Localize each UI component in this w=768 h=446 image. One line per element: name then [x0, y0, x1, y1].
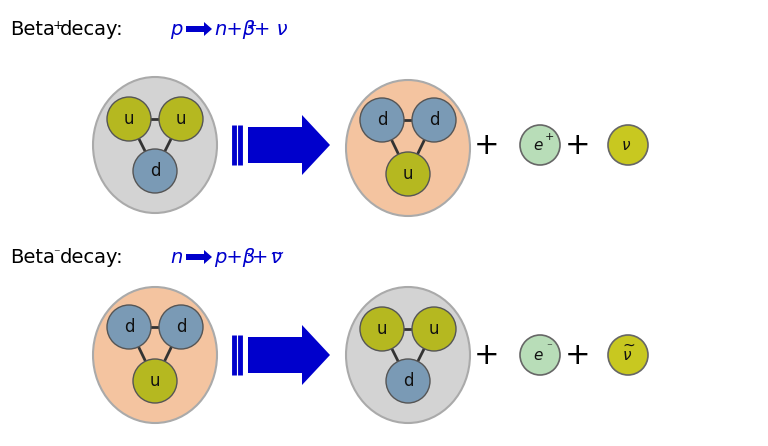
Text: -: - [245, 247, 250, 260]
Circle shape [107, 305, 151, 349]
Circle shape [412, 98, 456, 142]
Circle shape [386, 359, 430, 403]
Circle shape [608, 335, 648, 375]
Circle shape [133, 149, 177, 193]
Ellipse shape [93, 77, 217, 213]
Text: ν: ν [622, 139, 631, 153]
Text: +: + [565, 131, 591, 160]
Text: p+β: p+β [214, 248, 255, 267]
Text: e: e [533, 348, 543, 363]
Polygon shape [186, 250, 212, 264]
Text: d: d [124, 318, 134, 336]
Text: Beta: Beta [10, 20, 55, 39]
Circle shape [360, 98, 404, 142]
Polygon shape [248, 325, 330, 385]
Text: ~: ~ [269, 245, 284, 263]
Ellipse shape [93, 287, 217, 423]
Text: u: u [124, 110, 134, 128]
Text: +: + [474, 131, 500, 160]
Text: ⁻: ⁻ [546, 342, 552, 352]
Polygon shape [186, 22, 212, 36]
Circle shape [107, 97, 151, 141]
Polygon shape [248, 115, 330, 175]
Circle shape [159, 97, 203, 141]
Text: p: p [170, 20, 182, 39]
Text: d: d [402, 372, 413, 390]
Circle shape [520, 125, 560, 165]
Circle shape [520, 335, 560, 375]
Text: decay:: decay: [60, 20, 124, 39]
Text: +: + [53, 19, 64, 32]
Text: +: + [545, 132, 554, 142]
Text: +: + [474, 340, 500, 369]
Text: d: d [176, 318, 187, 336]
Text: + ν: + ν [254, 20, 287, 39]
Text: ν: ν [623, 348, 631, 363]
Circle shape [360, 307, 404, 351]
Text: u: u [402, 165, 413, 183]
Text: u: u [377, 320, 387, 338]
Text: n+β: n+β [214, 20, 255, 39]
Text: n: n [170, 248, 182, 267]
Text: +: + [252, 248, 268, 267]
Text: d: d [429, 111, 439, 129]
Circle shape [159, 305, 203, 349]
Text: d: d [377, 111, 387, 129]
Text: ~: ~ [623, 338, 635, 352]
Circle shape [412, 307, 456, 351]
Text: d: d [150, 162, 161, 180]
Text: +: + [247, 19, 257, 32]
Text: ⁻: ⁻ [53, 247, 60, 260]
Ellipse shape [346, 287, 470, 423]
Text: decay:: decay: [60, 248, 124, 267]
Text: ν: ν [270, 248, 281, 267]
Circle shape [386, 152, 430, 196]
Text: u: u [429, 320, 439, 338]
Text: e: e [533, 139, 543, 153]
Circle shape [608, 125, 648, 165]
Circle shape [133, 359, 177, 403]
Text: u: u [150, 372, 161, 390]
Ellipse shape [346, 80, 470, 216]
Text: +: + [565, 340, 591, 369]
Text: u: u [176, 110, 187, 128]
Text: Beta: Beta [10, 248, 55, 267]
